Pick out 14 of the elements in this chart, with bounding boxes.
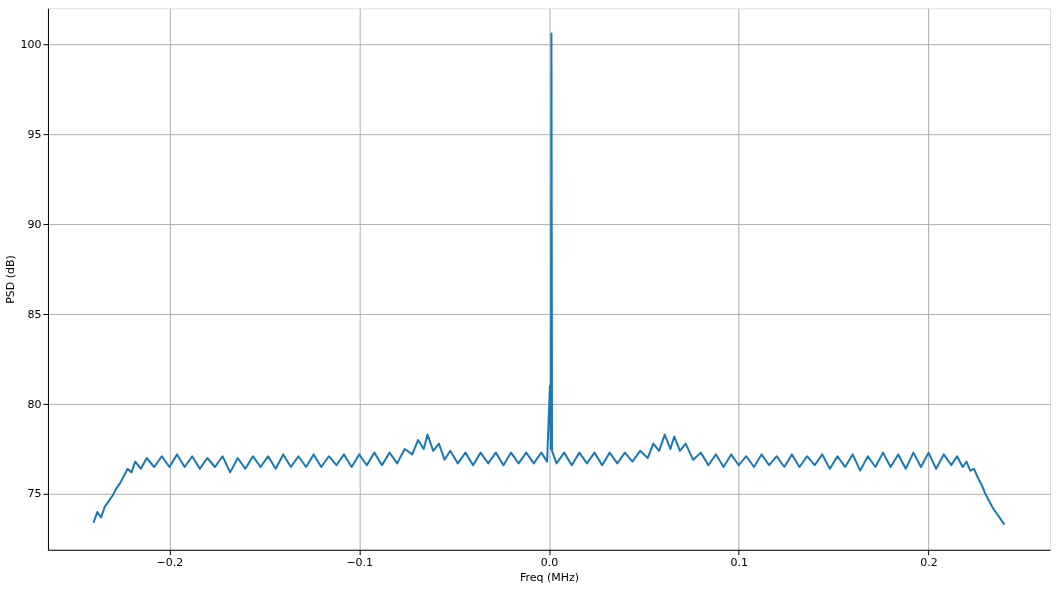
line-series [92,32,1006,526]
y-tick-label: 90 [27,217,42,231]
x-axis-title: Freq (MHz) [519,571,579,585]
y-axis-title: PSD (dB) [4,255,18,304]
x-tick-label: 0.1 [730,556,748,570]
x-tick-label: −0.2 [156,556,184,570]
y-tick-label: 95 [27,127,42,141]
y-tick-label: 100 [20,37,42,51]
x-tick-label: −0.1 [346,556,374,570]
x-tick-label: 0.2 [920,556,938,570]
y-tick-label: 85 [27,307,42,321]
y-tick-label: 75 [27,487,42,501]
y-tick-label: 80 [27,397,42,411]
x-tick-label: 0.0 [540,556,559,570]
